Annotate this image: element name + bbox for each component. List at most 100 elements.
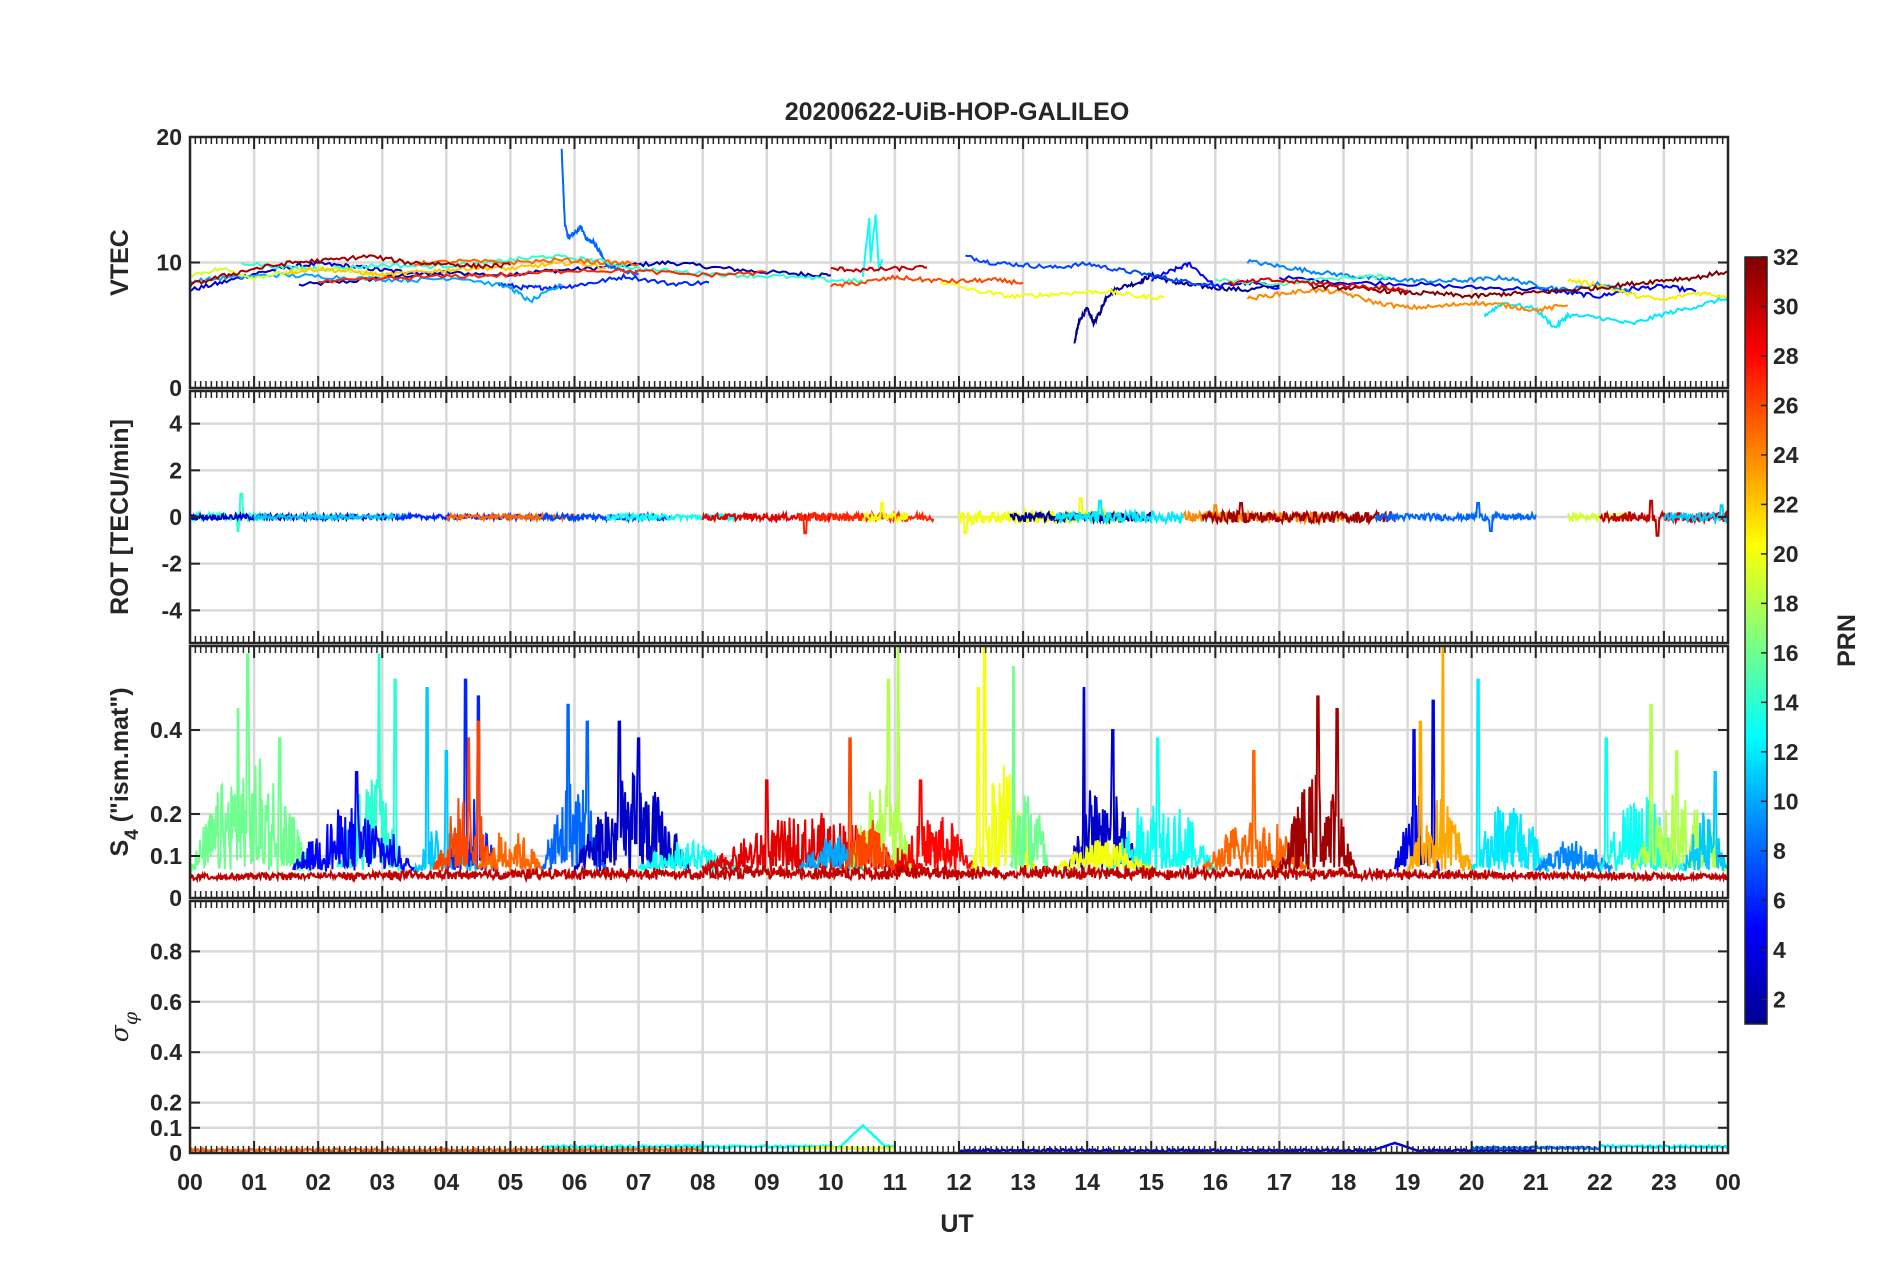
y-axis-label: σφ	[105, 1011, 142, 1042]
series-line-prn-1	[1073, 271, 1280, 344]
series-line-prn-32	[1310, 269, 1728, 300]
colorbar-tick-label: 4	[1773, 937, 1786, 963]
x-tick-label: 19	[1395, 1169, 1421, 1195]
series-line-prn-31	[1201, 502, 1396, 527]
x-tick-label: 11	[883, 1169, 908, 1195]
x-tick-label: 04	[434, 1169, 460, 1195]
colorbar-tick-label: 32	[1773, 244, 1799, 270]
series-line-prn-30	[830, 264, 928, 273]
y-tick-label: 2	[169, 457, 182, 483]
x-tick-label: 17	[1267, 1169, 1293, 1195]
panel-vtec: 0 10 20 VTEC	[106, 124, 1730, 401]
series-line-prn-20	[970, 646, 1037, 872]
y-axis-label-subscript: φ	[120, 1011, 142, 1025]
y-tick-label: -4	[162, 597, 183, 623]
data-layer	[190, 492, 1728, 537]
axes-frame	[188, 135, 1730, 390]
series-line-prn-12	[1483, 296, 1728, 329]
series-line-prn-23	[1406, 646, 1473, 873]
series-line-prn-26	[830, 274, 1024, 289]
colorbar-tick-label: 2	[1773, 986, 1786, 1012]
x-tick-label: 07	[626, 1169, 652, 1195]
series-line-prn-21	[1567, 277, 1728, 302]
colorbar-tick-label: 6	[1773, 887, 1786, 913]
colorbar-frame	[1744, 256, 1768, 1025]
colorbar-tick-label: 10	[1773, 788, 1799, 814]
y-tick-label: 0	[169, 885, 182, 911]
y-tick-label: 0.4	[150, 1039, 182, 1065]
series-line-prn-20	[939, 281, 1165, 301]
x-axis: 00 01 02 03 04 05 06 07 08 09 10 11 12 13 14 15 16 17 18 19…	[177, 1169, 1741, 1195]
series-line-prn-20	[1054, 839, 1153, 876]
x-tick-label: 18	[1331, 1169, 1357, 1195]
series-line-prn-31	[190, 254, 511, 288]
series-line-prn-25	[446, 510, 576, 524]
y-tick-label: 0	[169, 1140, 182, 1166]
colorbar-tick-label: 12	[1773, 739, 1799, 765]
series-line-prn-19	[190, 266, 383, 282]
colorbar-tick-label: 30	[1773, 293, 1799, 319]
series-line-prn-27	[797, 509, 935, 535]
series-line-prn-16	[1009, 666, 1050, 873]
y-tick-label: 0.4	[150, 717, 182, 743]
y-tick-label: 0.2	[150, 801, 182, 827]
y-tick-label: 0.1	[150, 843, 182, 869]
x-tick-label: 12	[946, 1169, 972, 1195]
y-axis-label-suffix: ("ism.mat")	[106, 687, 134, 829]
series-line-prn-25	[414, 257, 640, 267]
y-tick-label: 0	[169, 504, 182, 530]
y-tick-label: 0.6	[150, 989, 182, 1015]
x-tick-label: 06	[562, 1169, 588, 1195]
axes-frame	[188, 644, 1730, 900]
series-line-prn-29	[1227, 277, 1409, 293]
y-axis-label: VTEC	[106, 229, 134, 296]
x-tick-label: 13	[1010, 1169, 1036, 1195]
series-line-prn-10	[190, 272, 563, 304]
colorbar-scale	[1745, 257, 1767, 1024]
series-line-prn-7	[965, 254, 1216, 287]
axes-frame	[188, 389, 1730, 645]
colorbar-tick-label: 26	[1773, 392, 1799, 418]
colorbar-tick-label: 28	[1773, 343, 1799, 369]
y-tick-label: 0.8	[150, 938, 182, 964]
x-tick-label: 05	[498, 1169, 524, 1195]
series-line-prn-27	[318, 267, 768, 284]
y-axis-label-main: S	[106, 840, 134, 857]
series-line-prn-20	[861, 502, 909, 524]
x-tick-label: 15	[1138, 1169, 1164, 1195]
y-axis-label-main: σ	[105, 1024, 134, 1042]
series-line-prn-8	[560, 148, 639, 277]
series-line-prn-22	[285, 259, 607, 279]
x-tick-label: 03	[369, 1169, 395, 1195]
series-line-prn-16	[190, 653, 313, 875]
series-line-prn-28	[894, 779, 980, 875]
series-line-prn-24	[1246, 287, 1569, 314]
series-line-prn-18	[1631, 703, 1728, 874]
series-line-prn-2	[298, 260, 832, 287]
data-layer	[190, 148, 1728, 344]
panel-rot: -4 -2 0 2 4 ROT [TECU/min]	[106, 389, 1730, 645]
panel-s4: 0 0.1 0.2 0.4 S4 ("ism.mat")	[106, 644, 1730, 911]
y-tick-label: 0.1	[150, 1115, 182, 1141]
chart-title: 20200622-UiB-HOP-GALILEO	[785, 98, 1130, 126]
colorbar-tick-label: 8	[1773, 838, 1786, 864]
series-line-prn-25	[477, 832, 544, 873]
y-tick-label: 20	[156, 124, 182, 150]
x-tick-label: 20	[1459, 1169, 1485, 1195]
colorbar-tick-label: 20	[1773, 541, 1799, 567]
axes-frame	[188, 899, 1730, 1155]
x-tick-label: 08	[690, 1169, 716, 1195]
y-tick-label: 4	[169, 411, 182, 437]
x-tick-label: 00	[1715, 1169, 1741, 1195]
y-axis-label: ROT [TECU/min]	[106, 419, 134, 615]
colorbar-tick-label: 24	[1773, 442, 1799, 468]
series-line-prn-8	[1374, 502, 1537, 532]
series-line-prn-5	[292, 771, 416, 874]
colorbar-label: PRN	[1833, 614, 1861, 667]
colorbar-tick-label: 22	[1773, 491, 1799, 517]
y-tick-label: -2	[162, 551, 182, 577]
x-tick-label: 01	[241, 1169, 267, 1195]
